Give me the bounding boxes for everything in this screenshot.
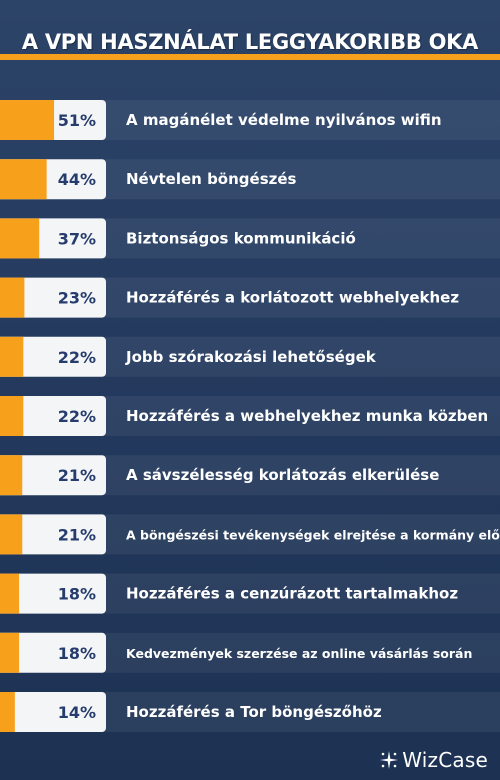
bar bbox=[0, 336, 24, 377]
bar-track bbox=[0, 632, 106, 673]
category-label: Jobb szórakozási lehetőségek bbox=[125, 348, 377, 366]
bar bbox=[0, 692, 15, 732]
category-label: Hozzáférés a Tor böngészőhöz bbox=[126, 703, 382, 721]
chart-row: 21% A sávszélesség korlátozás elkerülése bbox=[0, 455, 500, 496]
title-area: A VPN HASZNÁLAT LEGGYAKORIBB OKA bbox=[0, 0, 500, 62]
bar-track bbox=[0, 692, 106, 732]
chart-row: 14% Hozzáférés a Tor böngészőhöz bbox=[0, 692, 500, 732]
category-label: A böngészési tevékenységek elrejtése a k… bbox=[126, 527, 500, 542]
row-label-band bbox=[104, 336, 500, 377]
value-label: 18% bbox=[58, 644, 96, 663]
value-label: 23% bbox=[58, 289, 96, 308]
category-label: Névtelen böngészés bbox=[126, 170, 297, 188]
row-label-band bbox=[104, 277, 500, 318]
value-label: 18% bbox=[58, 585, 96, 604]
row-label-band bbox=[104, 218, 500, 259]
bar bbox=[0, 159, 47, 200]
bar-track bbox=[0, 396, 106, 436]
row-label-band bbox=[104, 632, 500, 673]
chart-row: 22% Jobb szórakozási lehetőségek bbox=[0, 336, 500, 377]
bar-track bbox=[0, 573, 106, 614]
chart-row: 23% Hozzáférés a korlátozott webhelyekhez bbox=[0, 277, 500, 318]
value-label: 14% bbox=[58, 703, 96, 722]
bar bbox=[0, 100, 55, 140]
bar bbox=[0, 396, 24, 436]
row-label-band bbox=[104, 100, 500, 140]
bar-track bbox=[0, 336, 106, 377]
value-label: 21% bbox=[58, 466, 96, 485]
row-label-band bbox=[104, 514, 500, 555]
row-label-band bbox=[104, 396, 500, 436]
title-underline bbox=[0, 54, 500, 60]
bar-track bbox=[0, 514, 106, 555]
bar bbox=[0, 277, 25, 318]
chart-row: 18% Kedvezmények szerzése az online vásár… bbox=[0, 632, 500, 673]
category-label: Hozzáférés a cenzúrázott tartalmakhoz bbox=[126, 585, 458, 603]
row-label-band bbox=[104, 455, 500, 496]
chart-row: 22% Hozzáférés a webhelyekhez munka közbe… bbox=[0, 396, 500, 436]
bar bbox=[0, 218, 40, 259]
row-label-band bbox=[104, 692, 500, 732]
category-label: Biztonságos kommunikáció bbox=[126, 229, 356, 247]
bar bbox=[0, 632, 20, 673]
category-label: A magánélet védelme nyilvános wifin bbox=[126, 111, 442, 129]
chart-row: 44% Névtelen böngészés bbox=[0, 159, 500, 200]
value-label: 37% bbox=[58, 229, 96, 248]
chart-row: 21% A böngészési tevékenységek elrejtése … bbox=[0, 514, 500, 555]
brand-name: WizCase bbox=[402, 748, 488, 772]
value-label: 22% bbox=[58, 407, 96, 426]
value-label: 51% bbox=[58, 111, 96, 130]
category-label: Kedvezmények szerzése az online vásárlás… bbox=[126, 646, 472, 661]
row-label-band bbox=[104, 573, 500, 614]
bar bbox=[0, 573, 20, 614]
value-label: 44% bbox=[58, 170, 96, 189]
value-label: 22% bbox=[58, 348, 96, 367]
chart-row: 18% Hozzáférés a cenzúrázott tartalmakhoz bbox=[0, 573, 500, 614]
row-label-band bbox=[104, 159, 500, 200]
bar-track bbox=[0, 277, 106, 318]
bar bbox=[0, 455, 23, 496]
category-label: Hozzáférés a korlátozott webhelyekhez bbox=[126, 289, 459, 307]
chart-row: 51% A magánélet védelme nyilvános wifin bbox=[0, 100, 500, 140]
chart-row: 37% Biztonságos kommunikáció bbox=[0, 218, 500, 259]
bar bbox=[0, 514, 23, 555]
category-label: Hozzáférés a webhelyekhez munka közben bbox=[126, 407, 488, 425]
bar-track bbox=[0, 455, 106, 496]
page-title: A VPN HASZNÁLAT LEGGYAKORIBB OKA bbox=[21, 30, 479, 54]
brand-logo: WizCase bbox=[379, 748, 488, 772]
category-label: A sávszélesség korlátozás elkerülése bbox=[126, 466, 439, 484]
sparkle-icon bbox=[380, 751, 399, 769]
value-label: 21% bbox=[58, 525, 96, 544]
